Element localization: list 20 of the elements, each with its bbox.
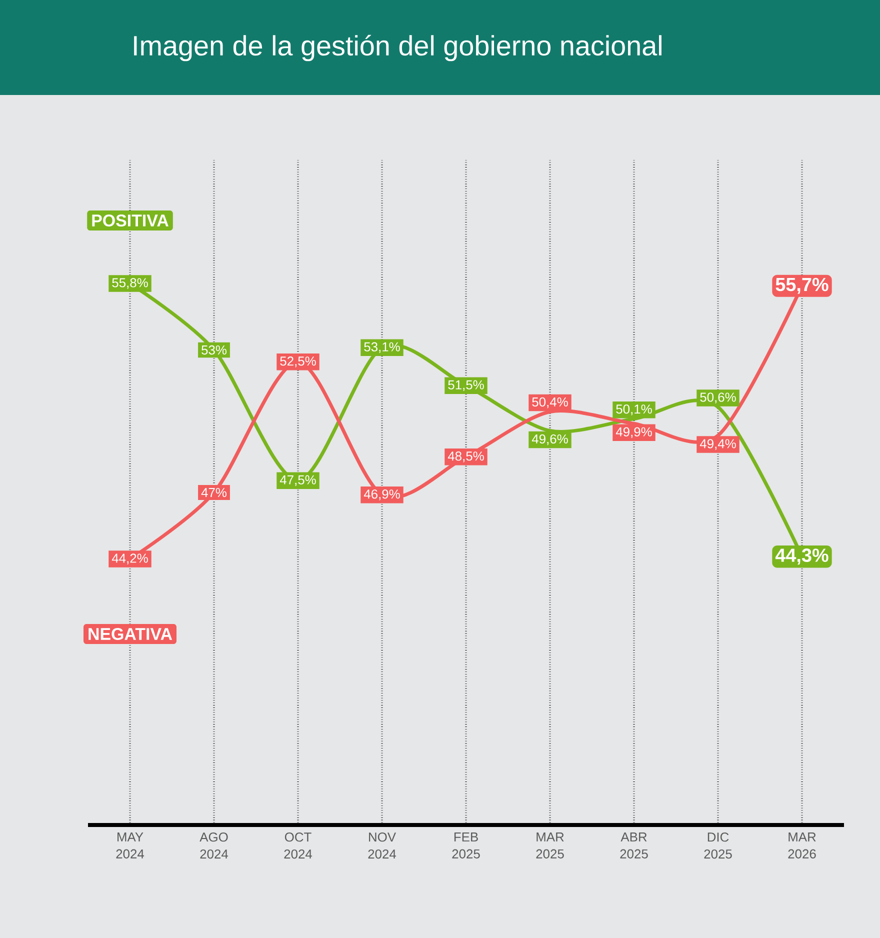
x-tick-label: MAR 2026	[788, 832, 816, 858]
data-label: 55,7%	[776, 278, 828, 294]
data-label: 50,6%	[700, 392, 736, 404]
data-label: 49,9%	[616, 427, 652, 438]
chart-title: Imagen de la gestión del gobierno nacional	[134, 34, 662, 62]
data-label: 49,6%	[532, 434, 568, 446]
x-tick-label: FEB 2025	[452, 832, 480, 858]
text: POSITIVA	[92, 214, 168, 226]
data-label: 44,3%	[775, 548, 828, 565]
text: NEGATIVA	[88, 628, 172, 640]
x-tick-label: MAR 2025	[536, 832, 564, 858]
x-tick-label: NOV 2024	[368, 832, 396, 859]
data-label: 49,4%	[700, 439, 736, 450]
x-tick-label: OCT 2024	[284, 832, 312, 859]
data-label: 50,1%	[616, 404, 652, 416]
x-tick-label: MAY 2024	[116, 832, 144, 858]
x-tick-label: ABR 2025	[620, 832, 648, 858]
x-tick-label: DIC 2025	[704, 832, 732, 859]
x-tick-label: AGO 2024	[200, 832, 228, 859]
data-label: 50,4%	[532, 397, 568, 408]
